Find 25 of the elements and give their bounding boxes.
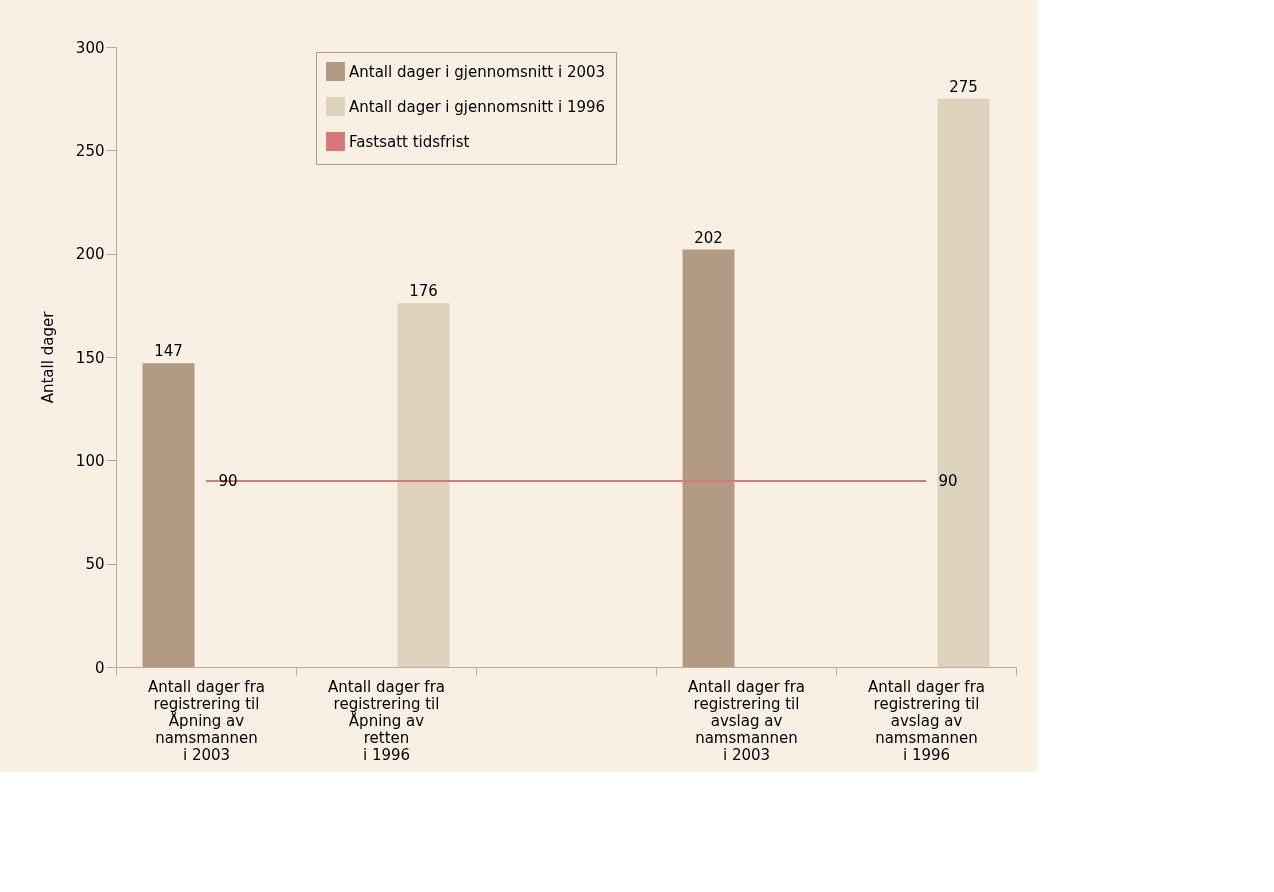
bar	[142, 363, 195, 667]
y-tick-label: 0	[94, 658, 105, 677]
data-label: 147	[154, 342, 183, 361]
x-tick-label: Antall dager fra registrering til Åpning av retten i 1996	[328, 677, 445, 764]
x-tick-label: Antall dager fra registrering til avslag av namsmannen i 1996	[868, 677, 985, 764]
x-tick-label: Antall dager fra registrering til avslag av namsmannen i 2003	[688, 677, 805, 764]
y-tick-label: 200	[75, 245, 105, 264]
y-axis-title: Antall dager	[38, 310, 57, 404]
legend-label: Antall dager i gjennomsnitt i 1996	[349, 97, 606, 116]
data-label: 90	[938, 472, 958, 490]
y-tick-label: 150	[75, 348, 105, 367]
y-tick-label: 50	[85, 555, 105, 574]
data-label: 176	[409, 282, 438, 301]
x-tick-label: Antall dager fra registrering til Åpning av namsmannen i 2003	[148, 677, 265, 764]
y-tick-label: 100	[75, 451, 105, 470]
y-tick-label: 250	[75, 141, 105, 160]
bar	[397, 303, 450, 667]
data-label: 202	[694, 228, 723, 247]
legend-label: Antall dager i gjennomsnitt i 2003	[349, 62, 606, 81]
bar	[937, 98, 990, 667]
legend-label: Fastsatt tidsfrist	[349, 132, 470, 151]
data-label: 90	[218, 472, 238, 490]
y-tick-label: 300	[75, 38, 105, 57]
bar	[682, 249, 735, 667]
data-label: 275	[949, 77, 978, 96]
